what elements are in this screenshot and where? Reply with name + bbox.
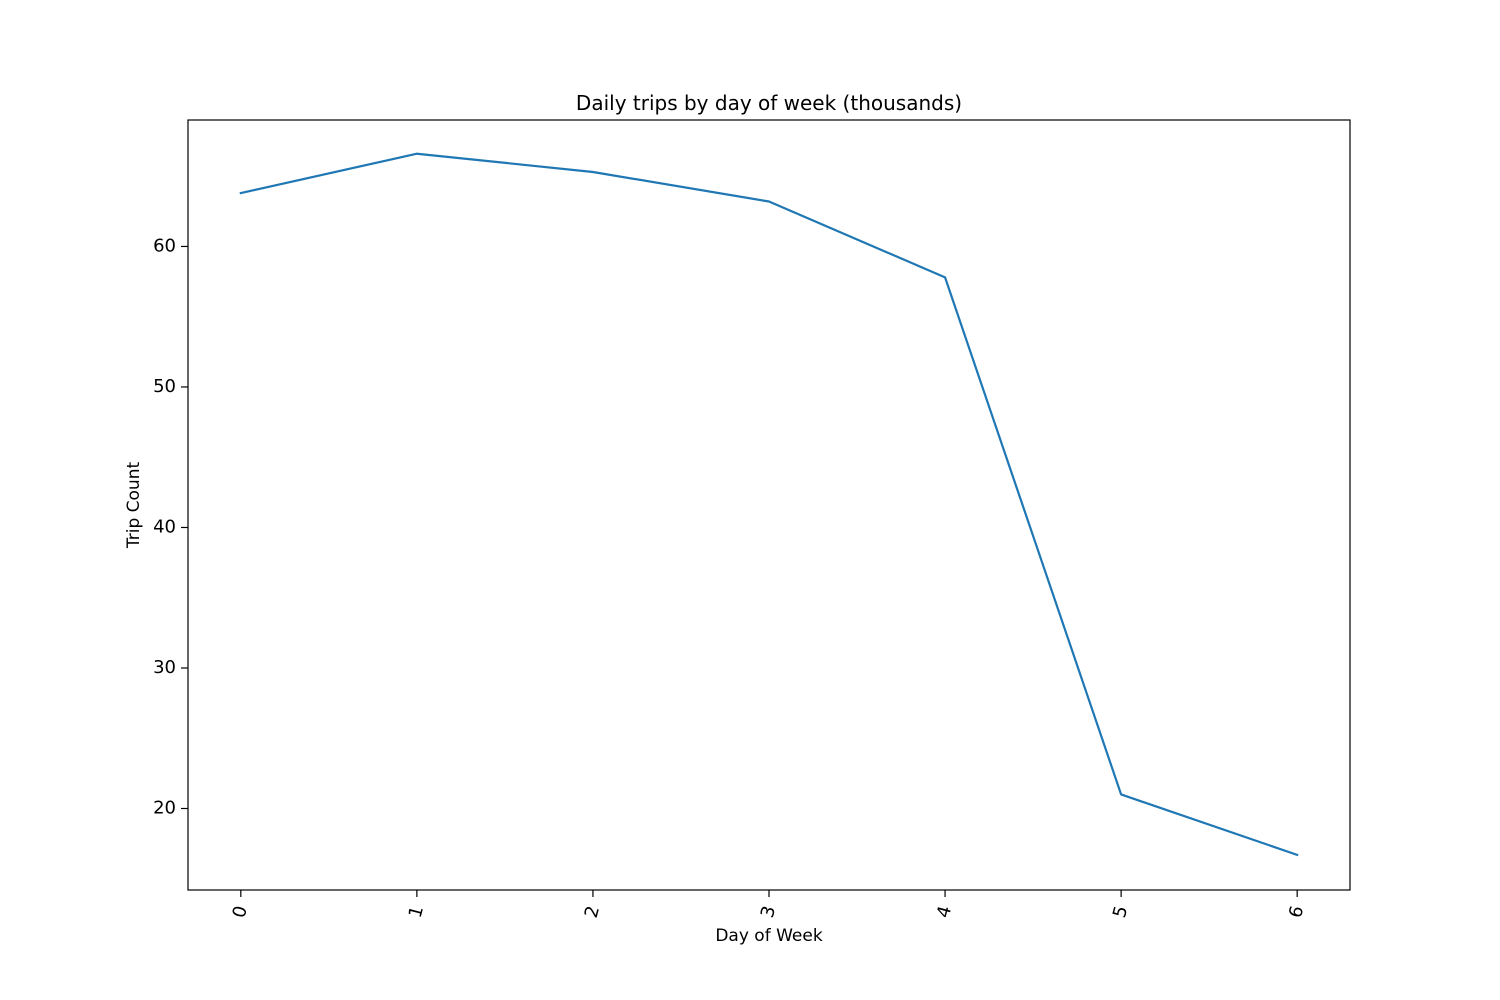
x-axis-ticks: 0 1 2 3 4 5 6: [229, 890, 1308, 920]
plot-area: 0 1 2 3 4 5 6 20 30 40 50 60: [153, 119, 1351, 920]
y-tick-label: 50: [153, 376, 176, 397]
chart-title: Daily trips by day of week (thousands): [576, 91, 962, 115]
x-tick-label: 4: [933, 904, 956, 920]
x-tick-label: 1: [405, 904, 428, 920]
series-layer: [239, 152, 1299, 857]
x-tick-label: 3: [757, 904, 780, 920]
x-tick-label: 5: [1109, 904, 1132, 920]
x-tick-label: 0: [229, 904, 252, 920]
x-tick-label: 2: [581, 904, 604, 920]
y-axis-label: Trip Count: [124, 462, 144, 550]
y-tick-label: 30: [153, 657, 176, 678]
y-tick-label: 40: [153, 516, 176, 537]
x-axis-label: Day of Week: [715, 926, 822, 946]
y-tick-label: 20: [153, 798, 176, 819]
y-tick-label: 60: [153, 235, 176, 256]
y-axis-ticks: 20 30 40 50 60: [153, 235, 188, 819]
x-tick-label: 6: [1285, 904, 1308, 920]
series-line-0: [239, 152, 1299, 857]
plot-frame: [187, 119, 1351, 891]
